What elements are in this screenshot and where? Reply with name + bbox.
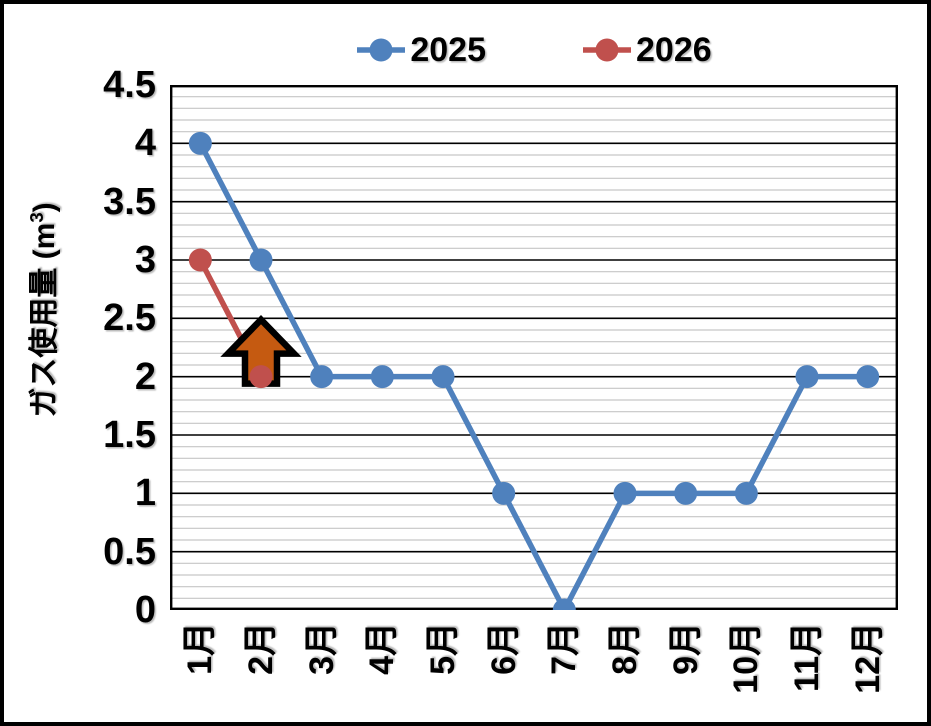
legend-label-2025: 2025 [410,31,486,69]
y-tick-label-2: 2 [134,355,156,398]
x-tick-label-5月: 5月 [424,622,462,675]
x-tick-label-3月: 3月 [302,622,341,675]
plot-border [170,85,898,610]
legend-label-2026: 2026 [636,31,712,69]
x-tick-label-2月: 2月 [242,622,280,675]
series-2025-marker-icon [357,38,406,62]
legend-item-2026: 2026 [582,33,712,67]
y-tick-label-2.5: 2.5 [103,297,156,340]
y-tick-label-3.5: 3.5 [103,180,156,223]
x-tick-label-10月: 10月 [727,622,766,694]
y-tick-label-1: 1 [134,472,156,515]
data-point-2025-1月 [188,131,212,155]
data-point-2026-1月 [188,248,212,272]
data-point-2025-5月 [431,365,455,389]
legend-item-2025: 2025 [356,33,486,67]
x-tick-label-7月: 7月 [545,622,584,675]
plot-area [170,85,898,610]
y-tick-label-0.5: 0.5 [103,530,156,573]
data-point-2025-11月 [795,365,819,389]
x-tick-label-6月: 6月 [484,622,523,675]
x-tick-label-1月: 1月 [181,622,220,675]
y-tick-label-0: 0 [134,589,156,631]
data-point-2026-2月 [249,365,273,389]
y-tick-label-4: 4 [134,122,156,165]
data-point-2025-2月 [249,248,273,272]
chart-legend: 2025 2026 [170,26,898,74]
data-point-2025-3月 [310,365,334,389]
data-point-2025-4月 [370,365,394,389]
y-tick-label-3: 3 [134,239,156,281]
y-tick-label-1.5: 1.5 [103,414,156,456]
x-tick-label-8月: 8月 [606,622,644,675]
x-tick-label-4月: 4月 [363,622,402,675]
data-point-2025-12月 [856,365,880,389]
data-point-2025-9月 [674,481,698,505]
data-point-2025-8月 [613,481,637,505]
data-point-2025-6月 [492,481,516,505]
y-tick-label-4.5: 4.5 [103,64,156,106]
series-line-2025 [197,140,871,610]
data-point-2025-7月 [552,598,576,610]
x-tick-label-12月: 12月 [848,622,887,694]
data-point-2025-10月 [734,481,758,505]
series-2026-marker-icon [583,38,631,62]
x-tick-label-9月: 9月 [666,622,705,675]
x-tick-label-11月: 11月 [788,622,826,692]
